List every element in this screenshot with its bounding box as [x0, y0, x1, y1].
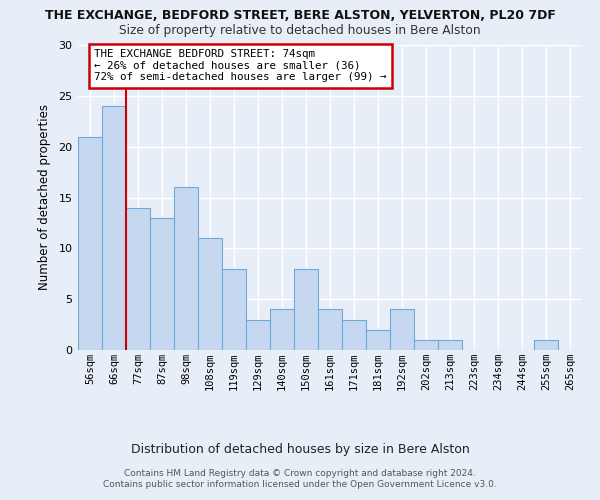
Bar	[150, 218, 174, 350]
Bar	[534, 340, 558, 350]
Bar	[318, 310, 342, 350]
Bar	[78, 136, 102, 350]
Bar	[198, 238, 222, 350]
Text: Size of property relative to detached houses in Bere Alston: Size of property relative to detached ho…	[119, 24, 481, 37]
Bar	[102, 106, 126, 350]
Bar	[294, 268, 318, 350]
Text: Contains HM Land Registry data © Crown copyright and database right 2024.: Contains HM Land Registry data © Crown c…	[124, 469, 476, 478]
Bar	[414, 340, 438, 350]
Bar	[342, 320, 366, 350]
Bar	[438, 340, 462, 350]
Text: THE EXCHANGE, BEDFORD STREET, BERE ALSTON, YELVERTON, PL20 7DF: THE EXCHANGE, BEDFORD STREET, BERE ALSTO…	[44, 9, 556, 22]
Text: THE EXCHANGE BEDFORD STREET: 74sqm
← 26% of detached houses are smaller (36)
72%: THE EXCHANGE BEDFORD STREET: 74sqm ← 26%…	[94, 49, 387, 82]
Bar	[222, 268, 246, 350]
Bar	[270, 310, 294, 350]
Bar	[174, 188, 198, 350]
Bar	[246, 320, 270, 350]
Y-axis label: Number of detached properties: Number of detached properties	[38, 104, 52, 290]
Text: Distribution of detached houses by size in Bere Alston: Distribution of detached houses by size …	[131, 442, 469, 456]
Bar	[390, 310, 414, 350]
Bar	[366, 330, 390, 350]
Text: Contains public sector information licensed under the Open Government Licence v3: Contains public sector information licen…	[103, 480, 497, 489]
Bar	[126, 208, 150, 350]
